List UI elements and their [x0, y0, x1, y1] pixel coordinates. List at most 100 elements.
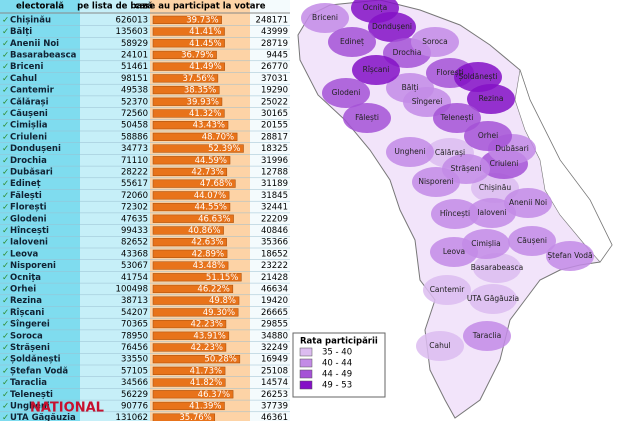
district-name: Cahul	[10, 74, 37, 84]
check: ✓	[2, 320, 9, 330]
district-name: Anenii Noi	[10, 39, 59, 49]
voters: 28222	[121, 167, 148, 177]
region-label: Bălți	[402, 83, 419, 93]
district-name: Nisporeni	[10, 261, 56, 271]
column-header: care au participat la votare	[135, 2, 266, 12]
voters: 38713	[121, 296, 148, 306]
part-col	[250, 0, 290, 421]
region-label: Cimișlia	[471, 239, 500, 248]
pct-bar	[152, 156, 231, 165]
check: ✓	[2, 226, 9, 236]
participated: 31189	[261, 179, 288, 189]
legend-title: Rata participării	[300, 337, 378, 347]
region	[454, 62, 502, 92]
check: ✓	[2, 390, 9, 400]
district-name: Fălești	[10, 191, 42, 201]
participated: 18325	[261, 144, 288, 154]
check: ✓	[2, 15, 9, 25]
participated: 30165	[261, 109, 288, 119]
check: ✓	[2, 179, 9, 189]
region	[328, 27, 376, 57]
voters: 56229	[121, 390, 148, 400]
voters: 98151	[121, 74, 148, 84]
check: ✓	[2, 203, 9, 213]
region-label: Căușeni	[517, 236, 547, 245]
pct-bar	[152, 261, 229, 270]
pct-label: 41.45%	[189, 39, 221, 49]
region-label: Ocnița	[363, 3, 387, 13]
check: ✓	[2, 109, 9, 119]
legend-item: 40 - 44	[322, 359, 352, 369]
voters: 99433	[121, 226, 148, 236]
voters: 71110	[121, 156, 148, 166]
voters: 55617	[121, 179, 148, 189]
voters: 70365	[121, 320, 148, 330]
region-label: UTA Găgăuzia	[467, 294, 519, 303]
district-name: Edineț	[10, 179, 41, 189]
region-label: Călărași	[435, 148, 465, 157]
participated: 25022	[261, 97, 288, 107]
pct-bar	[152, 284, 234, 294]
pct-bar	[152, 62, 225, 71]
participated: 32249	[261, 343, 288, 353]
pct-label: 37.56%	[182, 74, 214, 84]
participated: 46361	[261, 413, 288, 421]
check: ✓	[2, 261, 9, 271]
voters: 43368	[121, 249, 148, 259]
region-label: Basarabeasca	[471, 263, 524, 272]
pct-bar	[152, 167, 228, 177]
region	[469, 284, 517, 314]
region	[464, 121, 512, 151]
pct-bar	[152, 226, 224, 235]
pct-bar	[152, 390, 234, 399]
region	[423, 275, 471, 305]
participated: 26770	[261, 62, 288, 72]
pct-label: 44.59%	[195, 156, 227, 166]
pct-label: 41.82%	[190, 378, 222, 388]
pct-label: 41.49%	[189, 62, 221, 72]
region-label: Orhei	[478, 131, 498, 140]
district-name: Ștefan Vodă	[10, 366, 68, 376]
pct-label: 41.39%	[189, 401, 221, 411]
pct-label: 51.15%	[206, 273, 238, 283]
district-name: Cimișlia	[10, 121, 48, 131]
region	[301, 3, 349, 33]
pct-label: 42.23%	[191, 343, 223, 353]
check: ✓	[2, 343, 9, 353]
voters: 54207	[121, 308, 148, 318]
voters: 24101	[121, 50, 148, 60]
region-label: Soroca	[422, 37, 448, 46]
pct-label: 41.73%	[190, 366, 222, 376]
district-name: Călărași	[10, 97, 49, 107]
pct-bar	[152, 355, 241, 364]
region-label: Edineț	[340, 37, 364, 47]
participated: 29855	[261, 320, 288, 330]
pct-bar	[152, 85, 220, 95]
participated: 37739	[261, 401, 288, 411]
pct-label: 49.8%	[209, 296, 236, 306]
check: ✓	[2, 191, 9, 201]
check: ✓	[2, 121, 9, 131]
district-name: Ungheni	[10, 401, 50, 411]
check: ✓	[2, 27, 9, 37]
region	[433, 103, 481, 133]
region	[546, 241, 594, 271]
pct-label: 41.41%	[189, 27, 221, 37]
region-label: Leova	[443, 247, 465, 256]
legend-swatch	[299, 369, 313, 379]
check: ✓	[2, 86, 9, 96]
check: ✓	[2, 355, 9, 365]
district-name: Dondușeni	[10, 144, 61, 154]
pct-bar	[152, 401, 225, 411]
pct-label: 43.91%	[193, 331, 225, 341]
district-name: UTA Găgăuzia	[10, 413, 76, 421]
check: ✓	[2, 308, 9, 318]
participated: 32441	[261, 203, 288, 213]
participated: 35366	[261, 238, 288, 248]
pct-bar	[152, 296, 240, 305]
check: ✓	[2, 167, 9, 177]
check: ✓	[2, 378, 9, 388]
district-name: Drochia	[10, 156, 47, 166]
pct-label: 36.79%	[181, 50, 213, 60]
legend-swatch	[299, 347, 313, 357]
